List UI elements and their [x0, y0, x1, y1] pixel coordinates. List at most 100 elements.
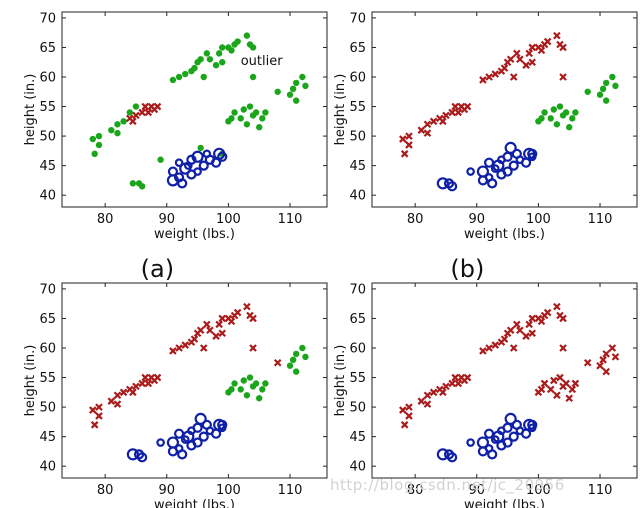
data-point — [174, 158, 184, 167]
y-tick-label: 45 — [349, 159, 366, 174]
y-tick-label: 55 — [349, 371, 366, 386]
y-tick-label: 50 — [39, 130, 56, 145]
data-point — [126, 109, 133, 116]
data-point — [166, 436, 180, 449]
x-axis-label: weight (lbs.) — [464, 227, 545, 242]
data-point — [286, 91, 294, 98]
data-point — [525, 320, 533, 329]
data-point — [273, 358, 282, 367]
data-point — [141, 373, 149, 382]
data-point — [602, 367, 610, 376]
data-point — [157, 156, 164, 163]
plot-frame — [371, 11, 638, 208]
data-point — [436, 448, 449, 461]
series-x — [399, 31, 567, 158]
data-point — [219, 44, 226, 51]
data-point — [547, 115, 554, 122]
data-point — [299, 73, 306, 81]
data-point — [602, 79, 610, 87]
data-point — [569, 115, 576, 122]
data-point — [405, 132, 413, 140]
data-point — [249, 73, 257, 81]
data-point — [153, 373, 162, 382]
x-tick-label: 110 — [278, 212, 303, 227]
data-point — [508, 160, 519, 171]
data-point — [568, 385, 577, 394]
data-point — [562, 379, 570, 388]
data-point — [400, 421, 409, 429]
x-tick-label: 90 — [158, 483, 175, 498]
series-x — [399, 302, 620, 429]
y-tick-label: 65 — [39, 312, 56, 327]
data-point — [527, 148, 538, 159]
series-ring — [166, 147, 228, 189]
data-point — [599, 85, 607, 93]
data-point — [132, 382, 140, 391]
data-point — [487, 449, 498, 460]
x-tick-label: 110 — [588, 212, 613, 227]
x-tick-label: 110 — [278, 483, 303, 498]
data-point — [400, 150, 409, 158]
data-point — [528, 329, 537, 338]
data-point — [234, 38, 241, 45]
data-point — [243, 121, 251, 128]
data-point — [286, 362, 294, 369]
data-point — [114, 129, 121, 137]
data-point — [522, 61, 530, 69]
data-point — [227, 317, 236, 326]
x-axis-label: weight (lbs.) — [464, 498, 545, 508]
data-point — [91, 150, 98, 158]
data-point — [553, 302, 561, 311]
annotation-label: outlier — [241, 54, 284, 69]
y-axis-label: height (in.) — [23, 345, 38, 417]
data-point — [596, 91, 604, 98]
data-point — [153, 102, 162, 111]
data-point — [107, 397, 116, 405]
data-point — [219, 59, 226, 66]
data-point — [217, 419, 228, 430]
series-ring — [126, 412, 228, 463]
data-point — [217, 151, 228, 162]
y-tick-label: 70 — [349, 282, 366, 297]
data-point — [504, 412, 517, 426]
data-point — [95, 141, 103, 149]
y-tick-label: 70 — [349, 11, 366, 26]
series-x — [126, 102, 162, 126]
data-point — [448, 108, 456, 117]
panel-label: (a) — [141, 255, 174, 283]
series-ring — [436, 141, 538, 192]
x-tick-label: 90 — [468, 212, 485, 227]
data-point — [423, 120, 432, 129]
data-point — [126, 448, 139, 461]
scatter-panel-1: 80 90 100 110 40 45 50 55 60 65 70 weight (lbs.) hei… — [23, 11, 328, 283]
series-ring — [436, 412, 538, 463]
y-tick-label: 60 — [349, 71, 366, 86]
data-point — [540, 379, 549, 388]
data-point — [584, 88, 591, 95]
data-point — [120, 118, 127, 125]
data-point — [231, 109, 238, 116]
data-point — [559, 344, 567, 352]
data-point — [114, 121, 121, 128]
y-axis-label: height (in.) — [23, 74, 38, 146]
data-point — [566, 124, 573, 131]
data-point — [138, 183, 146, 190]
data-point — [206, 56, 214, 63]
data-point — [602, 350, 610, 358]
data-point — [417, 397, 426, 405]
x-tick-label: 80 — [407, 483, 424, 498]
data-point — [249, 314, 257, 323]
data-point — [541, 109, 548, 116]
plot-frame — [371, 282, 638, 479]
data-point — [119, 388, 128, 397]
data-point — [429, 117, 438, 126]
data-point — [516, 326, 524, 335]
data-point — [572, 109, 579, 116]
data-point — [243, 392, 251, 399]
data-point — [553, 121, 561, 128]
data-point — [212, 332, 220, 340]
x-tick-label: 80 — [97, 483, 114, 498]
data-point — [292, 97, 300, 104]
data-point — [509, 73, 518, 81]
data-point — [292, 368, 300, 375]
